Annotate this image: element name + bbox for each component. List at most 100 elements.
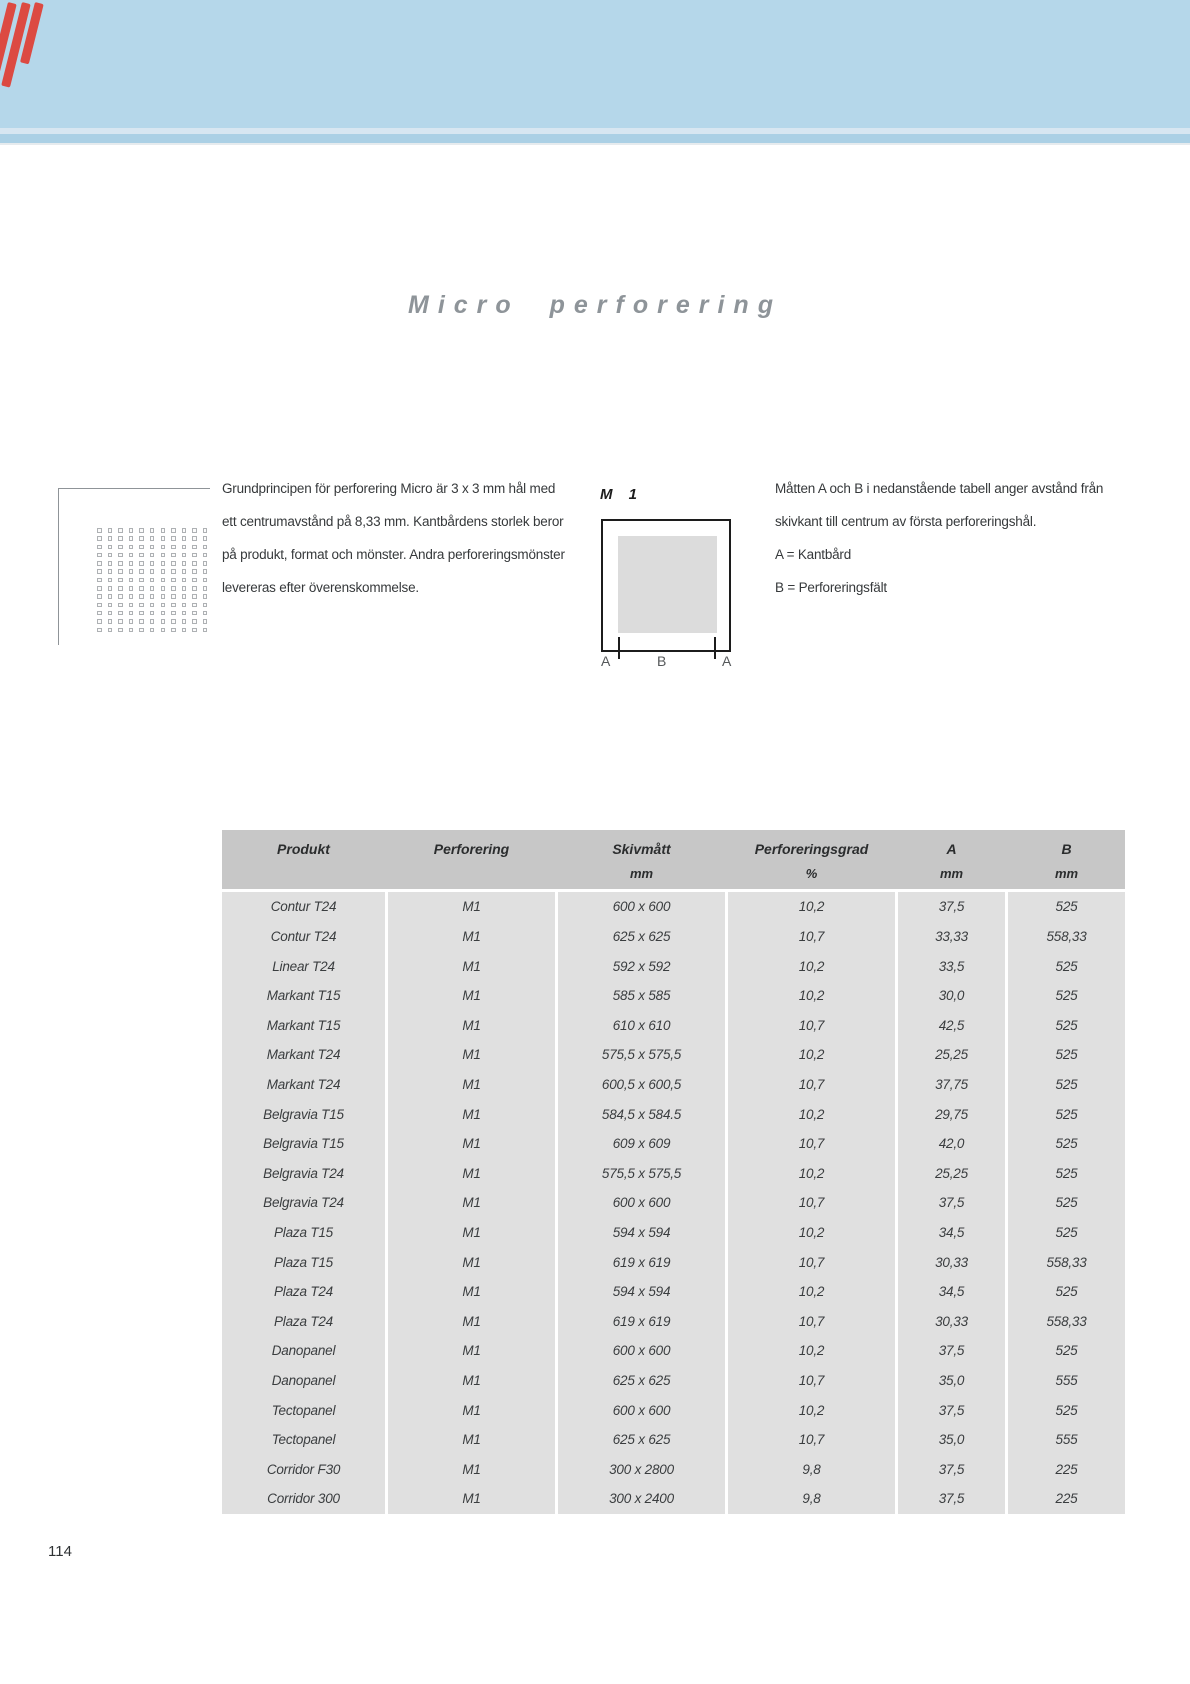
perforation-dot [128, 619, 134, 624]
unit-cell: mm [1054, 866, 1079, 881]
table-cell: 609 x 609 [558, 1128, 725, 1159]
perforation-dot [149, 544, 155, 550]
table-cell: 30,33 [898, 1247, 1005, 1277]
table-cell: 35,0 [898, 1365, 1005, 1396]
table-cell: 37,5 [898, 1395, 1005, 1425]
table-cell: 25,25 [898, 1040, 1005, 1070]
perforation-dot [171, 627, 176, 633]
table-cell: Markant T15 [222, 980, 385, 1011]
table-cell: 37,5 [898, 1454, 1005, 1485]
perforation-dot [128, 561, 134, 566]
table-cell: 34,5 [898, 1276, 1005, 1307]
table-cell: M1 [388, 1040, 555, 1070]
table-cell: 10,7 [728, 921, 895, 952]
table-row: Markant T15 M1 585 x 585 10,2 30,0 525 [222, 980, 1125, 1011]
perforation-dot [118, 552, 123, 558]
perforation-dot [149, 627, 155, 633]
table-cell: 10,2 [728, 1099, 895, 1129]
table-cell: Belgravia T15 [222, 1099, 385, 1129]
table-cell: M1 [388, 1276, 555, 1307]
table-cell: 594 x 594 [558, 1217, 725, 1248]
table-cell: 9,8 [728, 1454, 895, 1485]
perforation-dot [139, 577, 144, 583]
perforation-dot [160, 602, 166, 608]
perforation-dot [181, 627, 187, 633]
table-cell: Linear T24 [222, 951, 385, 981]
table-row: Belgravia T15 M1 609 x 609 10,7 42,0 525 [222, 1128, 1125, 1159]
table-cell: 585 x 585 [558, 980, 725, 1011]
perforation-dot [181, 619, 187, 624]
table-cell: 555 [1008, 1365, 1125, 1396]
perforation-dot [192, 627, 197, 633]
perforation-dot [202, 594, 208, 599]
table-cell: 10,7 [728, 1010, 895, 1041]
perforation-dot [149, 528, 155, 533]
perforation-dot [181, 569, 187, 574]
table-cell: Contur T24 [222, 921, 385, 952]
perforation-dot [160, 552, 166, 558]
perforation-dot [107, 552, 113, 558]
perforation-dot [128, 586, 134, 591]
perforation-dot [181, 594, 187, 599]
perforation-data-table: Produkt Perforering Skivmått Perforeringsgr… [222, 830, 1125, 1514]
table-row: Linear T24 M1 592 x 592 10,2 33,5 525 [222, 951, 1125, 981]
table-cell: M1 [388, 1395, 555, 1425]
table-row: Tectopanel M1 600 x 600 10,2 37,5 525 [222, 1395, 1125, 1425]
perforation-dot [128, 610, 134, 616]
table-row: Danopanel M1 600 x 600 10,2 37,5 525 [222, 1336, 1125, 1366]
table-row: Corridor 300 M1 300 x 2400 9,8 37,5 225 [222, 1484, 1125, 1514]
perforation-dot [149, 552, 155, 558]
table-cell: 37,5 [898, 892, 1005, 922]
table-cell: 525 [1008, 980, 1125, 1011]
perforation-dot [171, 536, 176, 541]
perforation-dot [107, 536, 113, 541]
table-cell: 10,7 [728, 1365, 895, 1396]
table-cell: 30,33 [898, 1306, 1005, 1337]
perforation-dot [128, 544, 134, 550]
dimension-label-b: B [657, 653, 667, 669]
perforation-dot [97, 610, 102, 616]
table-cell: Danopanel [222, 1365, 385, 1396]
perforation-dot [181, 610, 187, 616]
perforation-dot [107, 619, 113, 624]
table-cell: 619 x 619 [558, 1306, 725, 1337]
table-cell: 10,7 [728, 1306, 895, 1337]
perforation-dot [192, 569, 197, 574]
table-cell: 525 [1008, 951, 1125, 981]
perforation-dot [118, 536, 123, 541]
table-header: Produkt Perforering Skivmått Perforeringsgr… [222, 830, 1125, 889]
note-text: Måtten A och B i nedanstående tabell ang… [775, 481, 1104, 595]
table-cell: M1 [388, 1424, 555, 1455]
perforation-dot [181, 586, 187, 591]
perforation-dot [118, 528, 123, 533]
table-cell: 525 [1008, 1128, 1125, 1159]
perforation-dot [192, 544, 197, 550]
perforation-dot [171, 610, 176, 616]
perforation-dot [139, 586, 144, 591]
perforation-dot [118, 619, 123, 624]
perforation-dot [181, 561, 187, 566]
table-cell: 35,0 [898, 1424, 1005, 1455]
perforation-dot [202, 627, 208, 633]
perforation-dot [118, 586, 123, 591]
table-cell: 592 x 592 [558, 951, 725, 981]
table-row: Markant T15 M1 610 x 610 10,7 42,5 525 [222, 1010, 1125, 1041]
table-cell: 558,33 [1008, 1306, 1125, 1337]
table-cell: 600 x 600 [558, 892, 725, 922]
table-cell: 625 x 625 [558, 921, 725, 952]
perforation-dot [139, 602, 144, 608]
perforation-dot [149, 569, 155, 574]
perforation-dot [139, 619, 144, 624]
table-cell: Plaza T24 [222, 1306, 385, 1337]
table-row: Contur T24 M1 625 x 625 10,7 33,33 558,33 [222, 921, 1125, 952]
perforation-dot [97, 577, 102, 583]
table-cell: Corridor 300 [222, 1484, 385, 1514]
table-cell: 584,5 x 584.5 [558, 1099, 725, 1129]
perforation-dot [97, 619, 102, 624]
perforation-dot [107, 627, 113, 633]
table-row: Belgravia T24 M1 600 x 600 10,7 37,5 525 [222, 1188, 1125, 1218]
perforation-dot [202, 544, 208, 550]
perforation-dot [160, 577, 166, 583]
perforation-dot [171, 594, 176, 599]
